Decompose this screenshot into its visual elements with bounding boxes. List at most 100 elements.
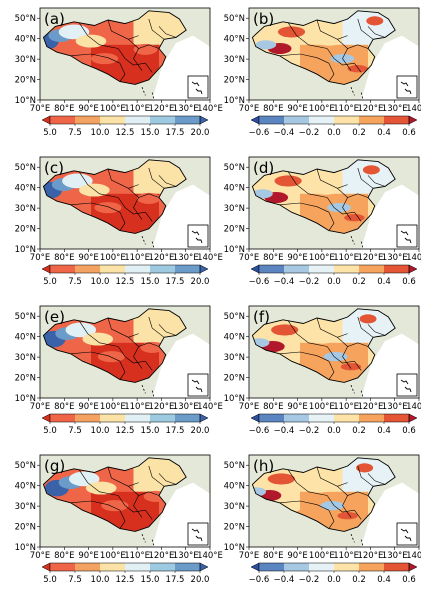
- x-tick-label: 140°E: [406, 402, 421, 412]
- y-tick-label: 40°N: [224, 35, 245, 45]
- x-tick-label: 120°E: [148, 551, 174, 561]
- province-boundary: [367, 324, 386, 336]
- province-boundary: [326, 346, 355, 364]
- colorbar-tick-label: 10.0: [91, 575, 110, 585]
- x-tick-label: 90°E: [287, 551, 307, 561]
- colorbar-tick-label: 0.0: [327, 426, 341, 436]
- x-tick-label: 130°E: [382, 104, 408, 114]
- colorbar-segment: [284, 116, 309, 124]
- y-tick-label: 50°N: [224, 163, 245, 173]
- colorbar-segment: [175, 563, 200, 571]
- colorbar-tick-label: −0.6: [249, 277, 270, 287]
- map-frame: [39, 156, 211, 250]
- colorbar-segment: [75, 414, 100, 422]
- colorbar-segment: [309, 116, 334, 124]
- province-boundary: [328, 510, 335, 529]
- y-tick-label: 50°N: [15, 461, 36, 471]
- province-boundary: [279, 53, 330, 64]
- nine-dash-line: [350, 235, 364, 249]
- x-tick-label: 90°E: [287, 402, 307, 412]
- x-tick-label: 130°E: [382, 402, 408, 412]
- y-tick-label: 30°N: [224, 204, 245, 214]
- inset-islands: [400, 379, 412, 393]
- colorbar-tick-label: −0.4: [274, 575, 295, 585]
- colorbar-tick-label: 5.0: [43, 575, 57, 585]
- y-tick-label: 50°N: [15, 163, 36, 173]
- y-tick-label: 20°N: [15, 374, 36, 384]
- province-boundary: [316, 19, 348, 40]
- colorbar-extend-low: [250, 562, 260, 572]
- x-tick-label: 120°E: [357, 104, 383, 114]
- colorbar-extend-high: [199, 264, 209, 274]
- colorbar-tick-label: 0.0: [327, 128, 341, 138]
- colorbar: 5.0 7.5 10.0 12.5 15.0 17.5 20.0: [41, 562, 209, 585]
- province-boundary: [367, 26, 386, 38]
- colorbar-segment: [100, 116, 125, 124]
- colorbar-tick-label: 7.5: [68, 426, 82, 436]
- colorbar-extend-low: [250, 413, 260, 423]
- x-tick-label: 130°E: [382, 551, 408, 561]
- colorbar-segment: [150, 116, 175, 124]
- province-boundary: [107, 317, 139, 338]
- province-boundary: [117, 48, 146, 66]
- x-tick-label: 110°E: [333, 104, 359, 114]
- colorbar-tick-label: 12.5: [116, 277, 135, 287]
- y-tick-label: 10°N: [224, 543, 245, 553]
- y-tick-label: 50°N: [224, 312, 245, 322]
- province-boundary: [279, 351, 330, 362]
- inset-map: [396, 75, 418, 99]
- x-tick-label: 140°E: [197, 551, 223, 561]
- nine-dash-line: [141, 533, 155, 547]
- map-frame: [248, 305, 420, 399]
- y-tick-label: 40°N: [15, 184, 36, 194]
- x-tick-label: 70°E: [239, 551, 259, 561]
- province-boundary: [107, 19, 139, 40]
- colorbar-tick-label: 5.0: [43, 128, 57, 138]
- province-boundary: [119, 63, 126, 82]
- colorbar-segment: [75, 563, 100, 571]
- x-tick-label: 80°E: [263, 551, 283, 561]
- x-tick-label: 130°E: [173, 551, 199, 561]
- province-boundary: [128, 39, 160, 49]
- province-boundary: [337, 486, 369, 496]
- y-tick-label: 10°N: [224, 96, 245, 106]
- colorbar-extend-high: [199, 115, 209, 125]
- map-frame: [39, 7, 211, 101]
- x-tick-label: 120°E: [148, 253, 174, 263]
- province-boundary: [70, 351, 121, 362]
- colorbar-tick-label: 0.6: [402, 575, 416, 585]
- y-tick-label: 40°N: [15, 333, 36, 343]
- province-boundary: [316, 317, 348, 338]
- colorbar-tick-label: 0.2: [352, 128, 366, 138]
- x-tick-label: 120°E: [357, 402, 383, 412]
- inset-map: [187, 75, 209, 99]
- colorbar-segment: [334, 265, 359, 273]
- colorbar-tick-label: 0.2: [352, 426, 366, 436]
- colorbar-tick-label: −0.2: [299, 277, 320, 287]
- province-boundary: [367, 175, 386, 187]
- x-tick-label: 110°E: [333, 551, 359, 561]
- colorbar-segment: [125, 563, 150, 571]
- province-boundary: [357, 18, 374, 40]
- colorbar: −0.6 −0.4 −0.2 0.0 0.2 0.4 0.6: [249, 264, 418, 287]
- province-boundary: [70, 500, 121, 511]
- province-boundary: [145, 361, 153, 371]
- x-tick-label: 100°E: [100, 402, 126, 412]
- inset-islands: [400, 230, 412, 244]
- inset-map: [187, 522, 209, 546]
- x-tick-label: 70°E: [239, 253, 259, 263]
- map-frame: [248, 454, 420, 548]
- colorbar-extend-high: [199, 413, 209, 423]
- panel-f: (f) 10°N 20°N 30°N 40°N 50°N 70°E 80°E 90°E 100°E…: [224, 305, 421, 436]
- inset-map: [187, 224, 209, 248]
- province-boundary: [337, 337, 369, 347]
- y-tick-label: 20°N: [15, 76, 36, 86]
- x-tick-label: 100°E: [309, 104, 335, 114]
- province-boundary: [158, 324, 177, 336]
- province-boundary: [119, 212, 126, 231]
- panel-label: (b): [253, 10, 274, 28]
- x-tick-label: 140°E: [197, 104, 223, 114]
- province-boundary: [316, 168, 348, 189]
- province-boundary: [133, 495, 143, 518]
